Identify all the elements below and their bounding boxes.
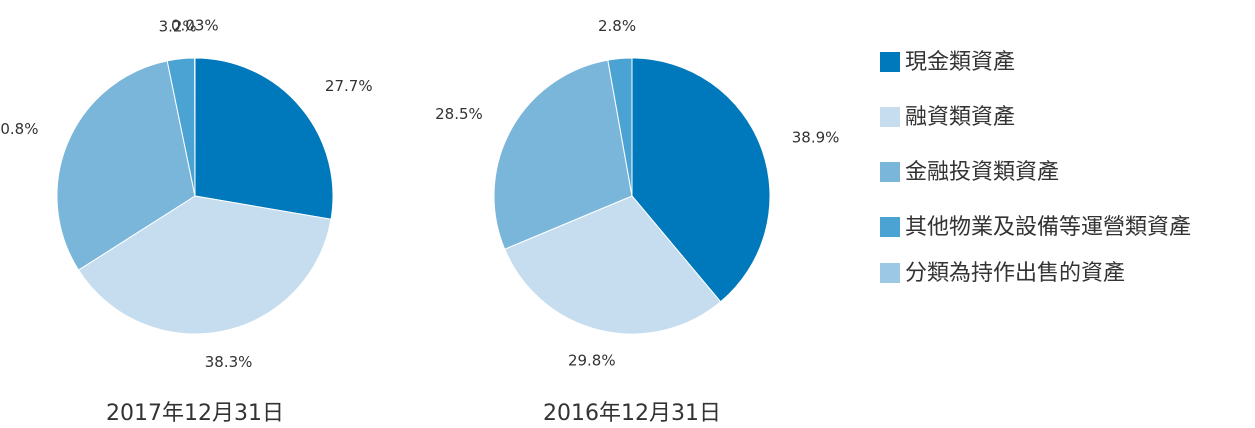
legend-swatch: [880, 107, 900, 127]
slice-label: 27.7%: [325, 77, 373, 95]
legend-label: 現金類資產: [905, 50, 1015, 75]
slice-label: 3.2%: [159, 17, 197, 35]
slice-label: 2.8%: [598, 17, 636, 35]
legend-swatch: [880, 162, 900, 182]
slice-label: 38.9%: [792, 128, 840, 146]
pie-slice: [607, 57, 633, 197]
legend-swatch: [880, 263, 900, 283]
slice-label: 38.3%: [205, 353, 253, 371]
slice-label: 0.03%: [171, 17, 219, 35]
pie-slice: [631, 57, 771, 303]
legend-swatch: [880, 217, 900, 237]
legend-swatch: [880, 52, 900, 72]
slice-label: 29.8%: [568, 352, 616, 370]
legend-label: 融資類資產: [905, 105, 1015, 130]
slice-label: 28.5%: [435, 105, 483, 123]
legend-label: 分類為持作出售的資產: [905, 261, 1125, 286]
pie-slice: [56, 60, 196, 271]
slice-label: 30.8%: [0, 120, 38, 138]
pie-slice: [194, 57, 334, 220]
chart-title: 2016年12月31日: [543, 401, 721, 426]
pie-slice: [504, 195, 722, 335]
legend-label: 金融投資類資產: [905, 160, 1059, 185]
legend-label: 其他物業及設備等運營類資產: [905, 215, 1191, 240]
pie-slice: [493, 59, 633, 250]
chart-title: 2017年12月31日: [106, 401, 284, 426]
